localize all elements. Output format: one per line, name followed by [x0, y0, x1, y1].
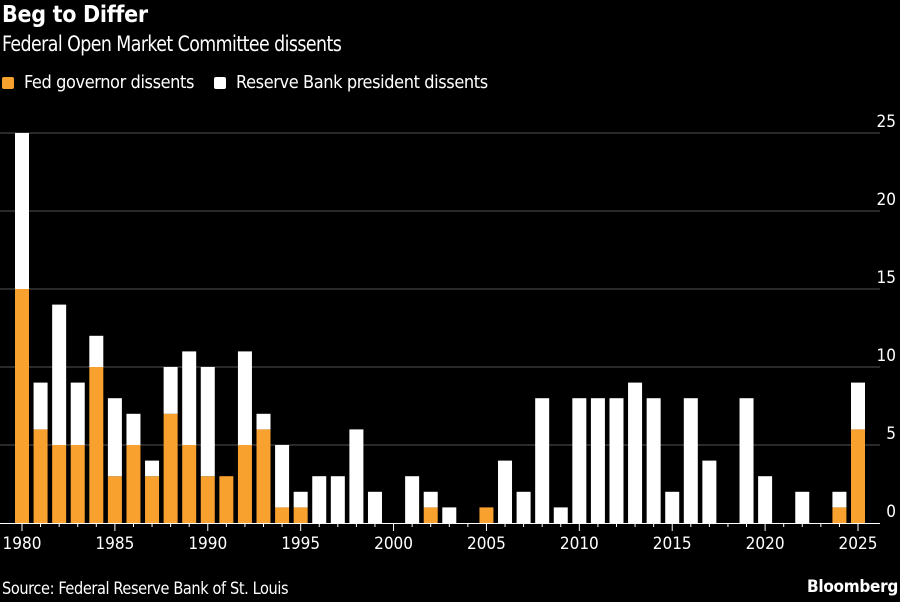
chart-subtitle: Federal Open Market Committee dissents — [2, 32, 342, 56]
bar-president-2017 — [702, 460, 717, 523]
bar-governor-1983 — [70, 445, 85, 523]
bar-president-2016 — [683, 398, 698, 523]
legend: Fed governor dissents Reserve Bank presi… — [2, 72, 508, 93]
x-tick-label: 1985 — [95, 534, 134, 554]
legend-label-president: Reserve Bank president dissents — [236, 72, 488, 93]
bar-president-2006 — [498, 460, 513, 523]
legend-swatch-governor — [2, 76, 14, 89]
bar-president-1993 — [256, 413, 271, 430]
bar-president-2019 — [739, 398, 754, 523]
bar-president-1983 — [70, 382, 85, 445]
bar-president-2008 — [535, 398, 550, 523]
bar-president-1984 — [89, 335, 104, 367]
legend-item-governor: Fed governor dissents — [2, 72, 194, 93]
bar-president-2024 — [832, 491, 847, 508]
bar-president-1990 — [200, 367, 215, 477]
bar-president-2002 — [423, 491, 438, 508]
bar-president-1981 — [33, 382, 48, 430]
bar-president-1996 — [312, 476, 327, 523]
bar-governor-1987 — [145, 476, 160, 523]
legend-item-president: Reserve Bank president dissents — [214, 72, 488, 93]
bar-president-2011 — [590, 398, 605, 523]
bar-governor-1991 — [219, 476, 234, 523]
bar-president-1987 — [145, 460, 160, 477]
bar-governor-1994 — [275, 507, 290, 523]
x-tick-label: 2010 — [560, 534, 599, 554]
gridlines — [0, 132, 880, 446]
chart-title: Beg to Differ — [2, 2, 148, 28]
y-tick-label: 20 — [877, 190, 896, 210]
bar-president-2013 — [628, 382, 643, 523]
x-tick-label: 2015 — [653, 534, 692, 554]
bar-president-1992 — [237, 351, 252, 445]
x-tick-label: 2005 — [467, 534, 506, 554]
bar-governor-1988 — [163, 413, 178, 523]
bar-president-1988 — [163, 367, 178, 414]
bar-governor-1995 — [293, 507, 308, 523]
bar-governor-2024 — [832, 507, 847, 523]
bar-president-1985 — [107, 398, 122, 477]
y-tick-label: 0 — [886, 502, 896, 522]
bar-president-2012 — [609, 398, 624, 523]
bar-president-2015 — [665, 491, 680, 523]
x-tick-label: 2025 — [839, 534, 878, 554]
bars — [15, 133, 865, 523]
bar-president-1999 — [367, 491, 382, 523]
bar-president-1986 — [126, 413, 141, 445]
bar-president-1998 — [349, 429, 364, 523]
y-tick-label: 25 — [877, 112, 896, 132]
bar-governor-1985 — [107, 476, 122, 523]
bar-president-1997 — [330, 476, 345, 523]
bar-president-2025 — [851, 382, 865, 430]
bar-governor-1981 — [33, 429, 48, 523]
legend-label-governor: Fed governor dissents — [24, 72, 195, 93]
bar-president-1995 — [293, 491, 308, 508]
bar-governor-1993 — [256, 429, 271, 523]
bar-governor-1989 — [182, 445, 197, 523]
x-axis: 1980 1985 1990 1995 2000 2005 2010 2015 2020 2025 — [0, 523, 880, 554]
bar-president-2009 — [553, 507, 568, 523]
bar-governor-1986 — [126, 445, 141, 523]
bar-governor-1980 — [15, 289, 29, 523]
x-tick-label: 1990 — [188, 534, 227, 554]
bar-president-1982 — [52, 304, 67, 445]
x-tick-label: 2000 — [374, 534, 413, 554]
source-note: Source: Federal Reserve Bank of St. Loui… — [2, 579, 289, 599]
bar-president-2014 — [646, 398, 661, 523]
bar-president-2001 — [405, 476, 420, 523]
bar-governor-1982 — [52, 445, 67, 523]
y-tick-label: 15 — [877, 268, 896, 288]
x-tick-label: 1980 — [3, 534, 42, 554]
bar-president-2007 — [516, 491, 531, 523]
y-tick-label: 5 — [886, 424, 896, 444]
bar-governor-1984 — [89, 367, 104, 523]
x-tick-label: 1995 — [281, 534, 320, 554]
bar-president-2003 — [442, 507, 457, 523]
bar-governor-2002 — [423, 507, 438, 523]
bar-president-1989 — [182, 351, 197, 445]
legend-swatch-president — [214, 76, 227, 89]
y-axis: 0 5 10 15 20 25 — [877, 112, 896, 522]
bar-president-2020 — [758, 476, 773, 523]
bar-president-2010 — [572, 398, 587, 523]
bar-governor-1990 — [200, 476, 215, 523]
y-tick-label: 10 — [877, 346, 896, 366]
bar-president-2022 — [795, 491, 810, 523]
bar-governor-1992 — [237, 445, 252, 523]
bar-president-1980 — [15, 133, 29, 289]
bar-governor-2005 — [479, 507, 494, 523]
bar-president-1994 — [275, 445, 290, 508]
bar-governor-2025 — [851, 429, 865, 523]
bloomberg-logo: Bloomberg — [807, 577, 898, 597]
x-tick-label: 2020 — [746, 534, 785, 554]
